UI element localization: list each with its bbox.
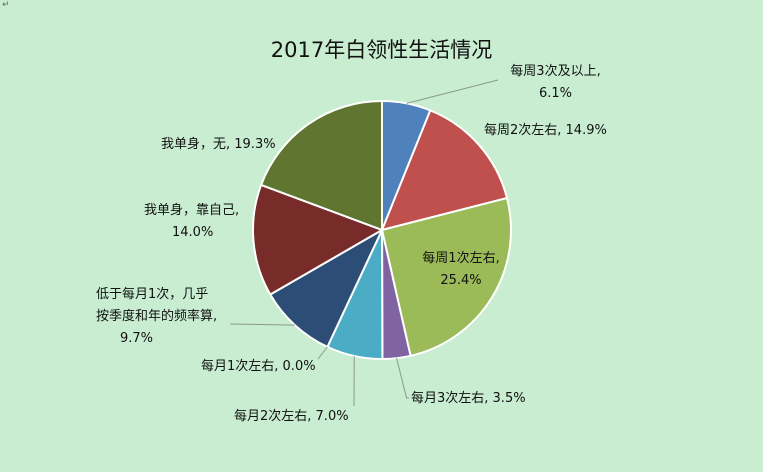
pie-slice-6 <box>268 227 385 349</box>
data-label-4: 每月2次左右, 7.0% <box>234 409 349 424</box>
return-mark-icon: ↵ <box>2 0 10 10</box>
data-label-7: 我单身，靠自己, 14.0% <box>144 203 240 240</box>
data-label-2: 每周1次左右, 25.4% <box>422 251 500 288</box>
pie-slice-8 <box>259 99 383 232</box>
pie-slice-1 <box>380 109 509 232</box>
pie-slice-7 <box>252 183 385 296</box>
pie-slice-2 <box>380 196 512 357</box>
data-label-6: 低于每月1次，几乎 按季度和年的频率算, 9.7% <box>96 287 218 346</box>
data-label-3: 每月3次左右, 3.5% <box>411 391 526 406</box>
data-label-5: 每月1次左右, 0.0% <box>201 359 316 374</box>
data-label-1: 每周2次左右, 14.9% <box>484 123 607 138</box>
data-label-8: 我单身，无, 19.3% <box>161 137 276 152</box>
data-label-0: 每周3次及以上, 6.1% <box>510 64 601 101</box>
leader-line-0 <box>406 79 499 104</box>
leader-line-6 <box>229 323 295 326</box>
leader-line-3 <box>396 358 409 399</box>
leader-line-5 <box>317 346 328 360</box>
chart-title: 2017年白领性生活情况 <box>270 38 493 62</box>
